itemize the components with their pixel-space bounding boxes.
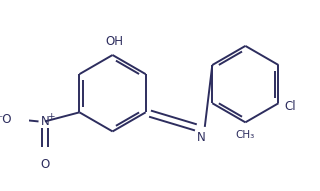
Text: O: O <box>40 158 50 171</box>
Text: Cl: Cl <box>284 100 296 113</box>
Text: +: + <box>47 112 54 121</box>
Text: CH₃: CH₃ <box>236 130 255 140</box>
Text: ⁻O: ⁻O <box>0 113 12 126</box>
Text: OH: OH <box>105 35 124 48</box>
Text: N: N <box>197 130 205 143</box>
Text: N: N <box>41 115 49 128</box>
